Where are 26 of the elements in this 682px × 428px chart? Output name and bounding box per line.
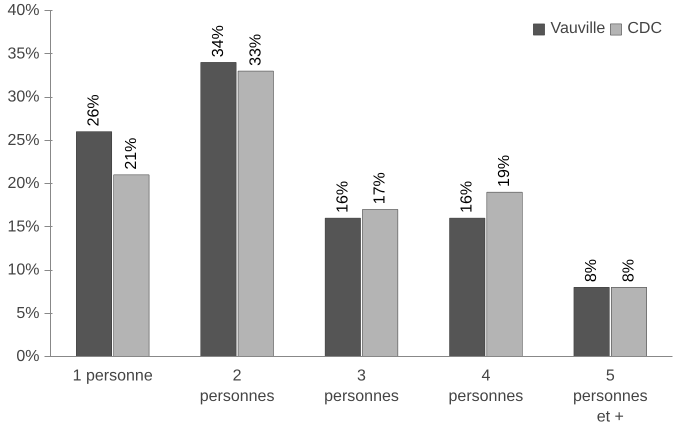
x-tick-label: 4 personnes: [448, 368, 524, 405]
y-tick-label: 0%: [16, 348, 40, 365]
y-tick-label: 10%: [7, 262, 40, 278]
x-tick-label: 5 personnes et +: [572, 368, 648, 426]
x-tick-label: 1 personne: [72, 368, 153, 384]
data-label: 17%: [372, 172, 389, 204]
data-label: 16%: [458, 180, 476, 213]
y-tick-label: 30%: [7, 88, 40, 106]
data-label: 33%: [247, 34, 264, 66]
y-tick-label: 40%: [7, 2, 40, 19]
data-label: 16%: [334, 180, 352, 213]
data-label: 8%: [620, 258, 638, 282]
x-tick-label: 2 personnes: [200, 368, 274, 405]
data-label: 34%: [210, 25, 227, 58]
data-label: 19%: [496, 154, 514, 187]
data-label: 26%: [86, 94, 103, 126]
y-tick-label: 25%: [7, 132, 40, 149]
y-tick-label: 5%: [16, 304, 40, 322]
x-tick-label: 3 personnes: [324, 368, 399, 405]
legend-label: CDC: [627, 20, 662, 38]
y-tick-label: 15%: [7, 218, 40, 236]
y-tick-label: 20%: [7, 175, 40, 192]
data-label: 21%: [122, 138, 140, 170]
legend-label: Vauville: [550, 20, 606, 38]
data-label: 8%: [583, 258, 600, 282]
y-tick-label: 35%: [7, 45, 40, 62]
